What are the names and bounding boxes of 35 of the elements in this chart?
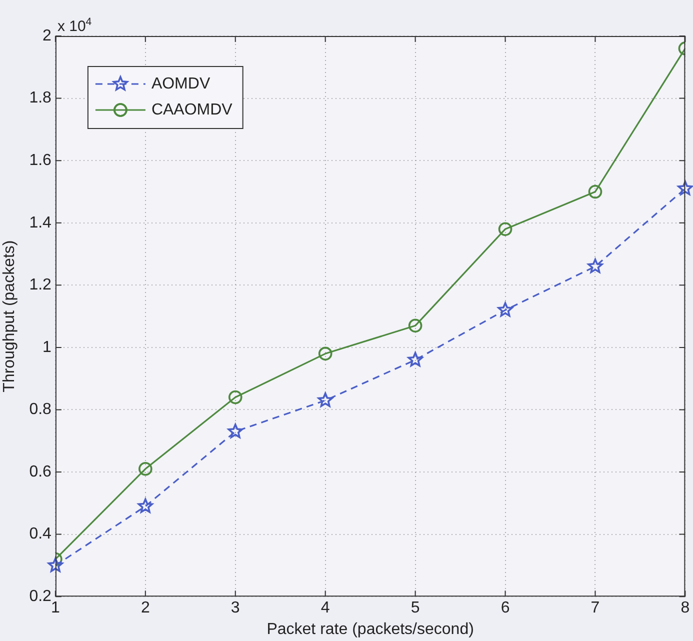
point [48, 558, 63, 572]
point [678, 180, 693, 196]
point [588, 258, 603, 274]
y-tick-label: 0.2 [29, 588, 52, 606]
y-tick-label: 1.6 [29, 152, 52, 169]
point [138, 462, 152, 476]
x-axis-title: Packet rate (packets/second) [266, 620, 474, 638]
point [228, 424, 243, 438]
legend-label: CAAOMDV [151, 101, 233, 118]
x-tick-label: 4 [320, 600, 330, 617]
y-tick-label: 2 [42, 27, 52, 44]
point [318, 392, 333, 407]
x-tick-label: 6 [500, 600, 510, 617]
point [588, 184, 602, 199]
x-tick-label: 7 [590, 600, 600, 617]
x-tick-label: 8 [680, 600, 690, 617]
x-tick-label: 3 [230, 600, 240, 617]
point [228, 390, 242, 404]
point [318, 346, 332, 361]
y-tick-label: 1.2 [29, 276, 52, 294]
point [408, 318, 422, 333]
x-tick-label: 2 [140, 600, 150, 617]
y-tick-label: 0.6 [29, 463, 52, 480]
y-tick-label: 1.4 [29, 214, 52, 232]
point [498, 222, 512, 236]
legend-label: AOMDV [151, 75, 210, 92]
x-tick-label: 5 [410, 600, 420, 617]
y-tick-label: 0.4 [29, 526, 52, 543]
y-tick-label: 0.8 [29, 401, 52, 418]
point [408, 352, 423, 366]
y-tick-label: 1.8 [29, 90, 52, 107]
point [498, 302, 513, 317]
y-axis-title: Throughput (packets) [1, 240, 18, 392]
point [138, 498, 153, 513]
y-tick-label: 1 [42, 338, 52, 356]
